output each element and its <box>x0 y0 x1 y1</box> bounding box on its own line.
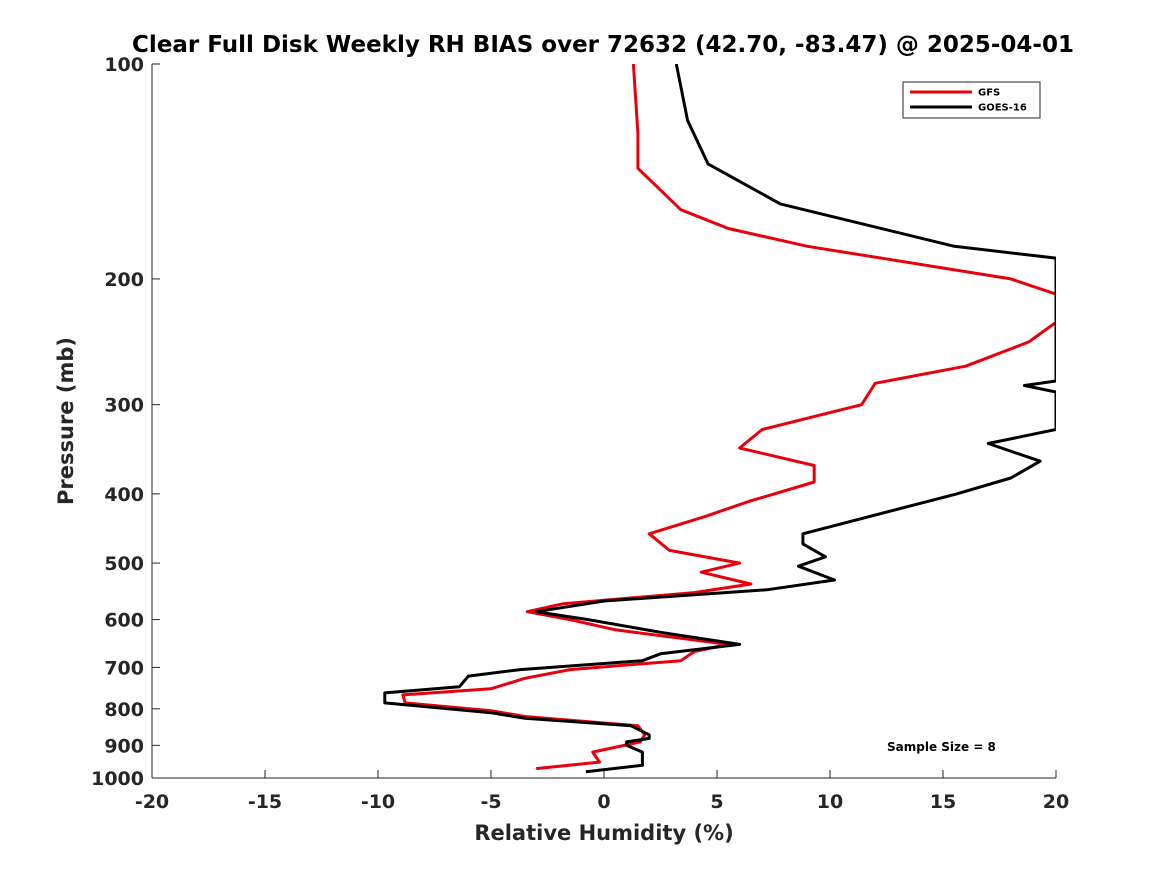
y-tick-label: 200 <box>104 269 144 291</box>
chart-title: Clear Full Disk Weekly RH BIAS over 7263… <box>132 32 1074 58</box>
y-axis-ticks: 100 200 300 400 500 600 700 800 900 1000 <box>91 54 160 790</box>
x-axis-label: Relative Humidity (%) <box>474 821 733 845</box>
legend-label-gfs: GFS <box>978 88 1000 99</box>
series-line-goes-16 <box>383 64 1056 774</box>
x-tick-label: 15 <box>930 791 956 813</box>
x-axis-ticks: -20 -15 -10 -5 0 5 10 15 20 <box>135 770 1069 813</box>
x-tick-label: 5 <box>710 791 723 813</box>
y-axis-label: Pressure (mb) <box>54 337 78 505</box>
legend-label-goes-16: GOES-16 <box>978 103 1027 114</box>
x-tick-label: 10 <box>817 791 843 813</box>
sample-size-annotation: Sample Size = 8 <box>887 740 996 754</box>
y-tick-label: 900 <box>104 735 144 757</box>
y-tick-label: 400 <box>104 484 144 506</box>
y-tick-label: 1000 <box>91 768 144 790</box>
x-tick-label: 0 <box>597 791 610 813</box>
series-line-gfs <box>401 64 1056 771</box>
x-tick-label: -5 <box>480 791 501 813</box>
y-tick-label: 500 <box>104 553 144 575</box>
y-tick-label: 600 <box>104 610 144 632</box>
y-tick-label: 700 <box>104 657 144 679</box>
x-tick-label: 20 <box>1043 791 1069 813</box>
x-tick-label: -10 <box>361 791 395 813</box>
y-tick-label: 800 <box>104 699 144 721</box>
y-tick-label: 300 <box>104 395 144 417</box>
legend: GFS GOES-16 <box>902 81 1041 119</box>
x-tick-label: -20 <box>135 791 169 813</box>
series-layer <box>383 64 1056 774</box>
y-tick-label: 100 <box>104 54 144 76</box>
x-tick-label: -15 <box>248 791 282 813</box>
legend-box <box>902 81 1041 119</box>
